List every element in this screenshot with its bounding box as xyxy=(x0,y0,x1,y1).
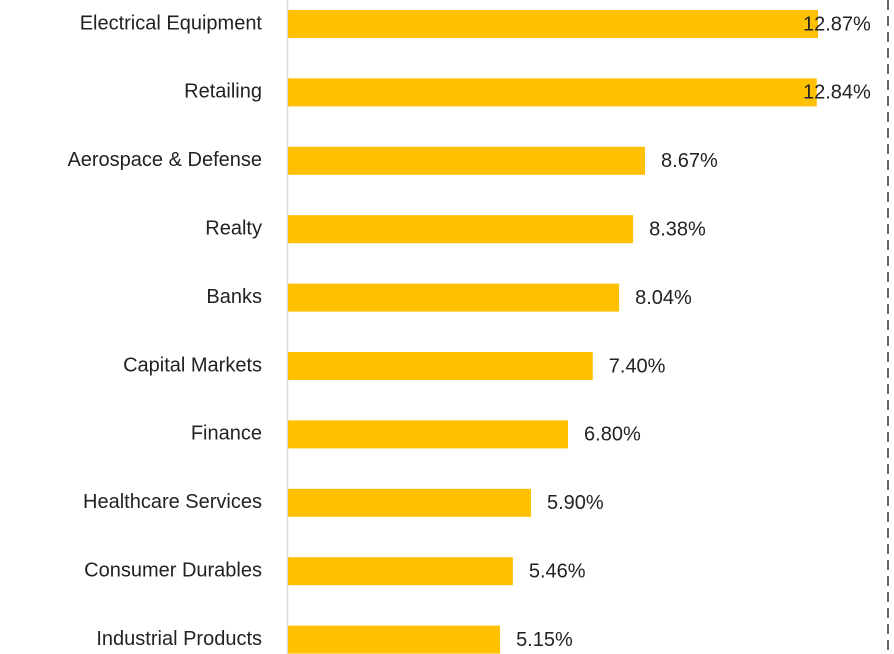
category-label: Healthcare Services xyxy=(83,491,262,513)
bar xyxy=(288,78,817,107)
value-label: 8.04% xyxy=(635,287,692,309)
bar xyxy=(288,488,531,517)
category-label: Banks xyxy=(206,286,262,308)
bar xyxy=(288,557,513,586)
bar xyxy=(288,352,593,380)
category-label: Realty xyxy=(205,217,262,239)
value-label: 5.46% xyxy=(529,560,586,582)
category-label: Industrial Products xyxy=(96,628,262,650)
category-label: Capital Markets xyxy=(123,354,262,376)
value-label: 12.84% xyxy=(803,82,871,104)
category-label: Consumer Durables xyxy=(84,559,262,581)
bar xyxy=(288,625,501,654)
category-label: Finance xyxy=(191,423,262,445)
bar xyxy=(288,215,634,244)
value-label: 6.80% xyxy=(584,424,641,446)
value-label: 8.38% xyxy=(649,218,706,240)
value-label: 5.90% xyxy=(547,492,604,514)
bar xyxy=(288,420,569,449)
category-label: Aerospace & Defense xyxy=(67,149,262,171)
value-label: 5.15% xyxy=(516,629,573,651)
value-label: 8.67% xyxy=(661,150,718,172)
bar xyxy=(288,10,818,38)
value-label: 7.40% xyxy=(609,355,666,377)
category-label: Retailing xyxy=(184,81,262,103)
bar xyxy=(288,283,620,312)
category-label: Electrical Equipment xyxy=(80,12,263,34)
value-label: 12.87% xyxy=(803,13,871,35)
bar xyxy=(288,146,646,175)
